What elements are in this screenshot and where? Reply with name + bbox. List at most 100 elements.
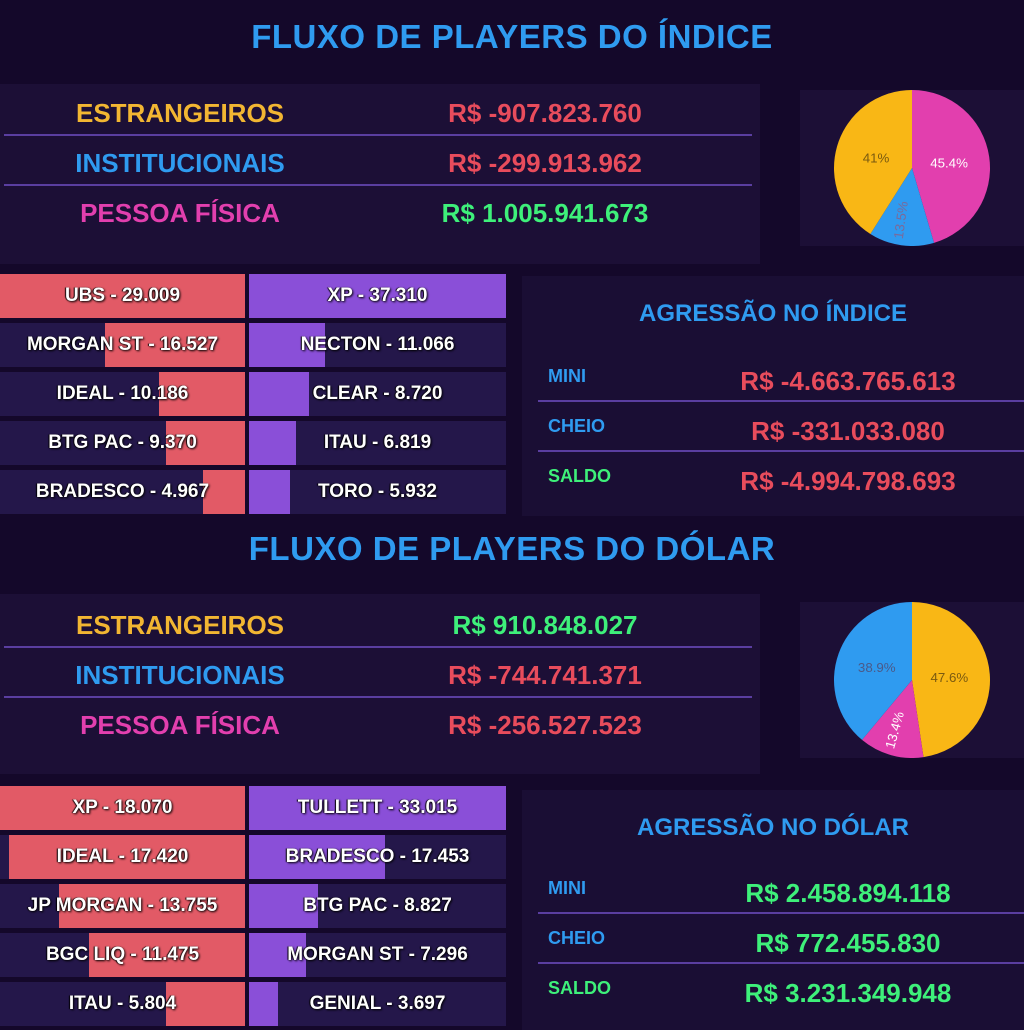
player-value: R$ -744.741.371 [448, 660, 642, 690]
agg-title: AGRESSÃO NO DÓLAR [636, 814, 909, 841]
buy-broker-label: BTG PAC - 8.827 [303, 895, 452, 916]
sell-broker-label: BTG PAC - 9.370 [48, 432, 197, 453]
player-value: R$ 910.848.027 [452, 610, 638, 640]
buy-bar [249, 933, 306, 977]
row-divider [538, 400, 1024, 402]
sell-bar [89, 933, 245, 977]
broker-sell-cell: BTG PAC - 9.370 [0, 421, 245, 465]
pie-slice [912, 602, 990, 758]
agg-title: AGRESSÃO NO ÍNDICE [638, 300, 908, 327]
row-divider [538, 912, 1024, 914]
sell-broker-label: BRADESCO - 4.967 [35, 481, 210, 502]
broker-buy-cell: TULLETT - 33.015 [249, 786, 506, 830]
dolar-pie-panel: 47.6% 13.4% 38.9% [800, 602, 1024, 758]
pie-slice [912, 90, 990, 243]
buy-broker-label: BRADESCO - 17.453 [285, 846, 470, 867]
broker-buy-cell: BRADESCO - 17.453 [249, 835, 506, 879]
buy-bar [249, 982, 278, 1026]
broker-sell-cell: MORGAN ST - 16.527 [0, 323, 245, 367]
indice-aggression-panel: AGRESSÃO NO ÍNDICE MINI R$ -4.663.765.61… [522, 276, 1024, 516]
indice-player-row-pessoa-fisica: PESSOA FÍSICA R$ 1.005.941.673 [0, 186, 752, 236]
row-divider [4, 646, 752, 648]
sell-broker-label: MORGAN ST - 16.527 [26, 334, 219, 355]
sell-bar [58, 884, 245, 928]
broker-row: MORGAN ST - 16.527 NECTON - 11.066 [0, 323, 506, 367]
agg-row-saldo: SALDO R$ -4.994.798.693 [538, 452, 1024, 502]
buy-broker-label: NECTON - 11.066 [300, 334, 455, 355]
sell-bar [8, 835, 245, 879]
sell-bar [166, 982, 245, 1026]
buy-bar [249, 274, 506, 318]
broker-row: ITAU - 5.804 GENIAL - 3.697 [0, 982, 506, 1026]
buy-bar [249, 835, 385, 879]
broker-row: IDEAL - 17.420 BRADESCO - 17.453 [0, 835, 506, 879]
indice-player-row-institucionais: INSTITUCIONAIS R$ -299.913.962 [0, 136, 752, 186]
broker-row: XP - 18.070 TULLETT - 33.015 [0, 786, 506, 830]
player-name: PESSOA FÍSICA [80, 710, 280, 740]
agg-label: CHEIO [548, 416, 606, 436]
broker-buy-cell: MORGAN ST - 7.296 [249, 933, 506, 977]
indice-pie-chart: 45.4% 13.5% 41% [834, 90, 990, 246]
agg-value: R$ -4.663.765.613 [740, 366, 956, 396]
pie-slice-label: 41% [863, 150, 890, 165]
buy-broker-label: XP - 37.310 [327, 285, 428, 306]
player-value: R$ -907.823.760 [448, 98, 642, 128]
player-name: INSTITUCIONAIS [75, 148, 285, 178]
sell-broker-label: IDEAL - 10.186 [56, 383, 189, 404]
agg-value: R$ 2.458.894.118 [745, 878, 951, 908]
broker-row: BRADESCO - 4.967 TORO - 5.932 [0, 470, 506, 514]
broker-row: BTG PAC - 9.370 ITAU - 6.819 [0, 421, 506, 465]
player-name: PESSOA FÍSICA [80, 198, 280, 228]
buy-bar [249, 323, 326, 367]
pie-slice-label: 38.9% [858, 660, 896, 675]
broker-buy-cell: XP - 37.310 [249, 274, 506, 318]
row-divider [4, 134, 752, 136]
broker-sell-cell: JP MORGAN - 13.755 [0, 884, 245, 928]
player-value: R$ -299.913.962 [448, 148, 642, 178]
broker-row: BGC LIQ - 11.475 MORGAN ST - 7.296 [0, 933, 506, 977]
dolar-player-row-estrangeiros: ESTRANGEIROS R$ 910.848.027 [0, 598, 752, 648]
broker-buy-cell: BTG PAC - 8.827 [249, 884, 506, 928]
pie-slice [870, 168, 935, 246]
buy-broker-label: GENIAL - 3.697 [309, 993, 446, 1014]
sell-bar [105, 323, 245, 367]
agg-value: R$ -4.994.798.693 [740, 466, 956, 496]
sell-broker-label: IDEAL - 17.420 [56, 846, 189, 867]
pie-slice-label: 13.5% [891, 200, 911, 240]
indice-section-title: FLUXO DE PLAYERS DO ÍNDICE [251, 18, 773, 55]
dolar-players-panel: ESTRANGEIROS R$ 910.848.027 INSTITUCIONA… [0, 594, 760, 774]
broker-sell-cell: XP - 18.070 [0, 786, 245, 830]
agg-value: R$ -331.033.080 [751, 416, 945, 446]
buy-bar [249, 470, 290, 514]
dolar-aggression-panel: AGRESSÃO NO DÓLAR MINI R$ 2.458.894.118 … [522, 790, 1024, 1030]
broker-row: JP MORGAN - 13.755 BTG PAC - 8.827 [0, 884, 506, 928]
agg-label: MINI [548, 878, 586, 898]
player-name: ESTRANGEIROS [75, 98, 285, 128]
sell-broker-label: JP MORGAN - 13.755 [27, 895, 218, 916]
broker-buy-cell: CLEAR - 8.720 [249, 372, 506, 416]
agg-label: CHEIO [548, 928, 606, 948]
pie-slice [862, 680, 924, 758]
buy-bar [249, 372, 310, 416]
dolar-section-title: FLUXO DE PLAYERS DO DÓLAR [248, 530, 776, 567]
player-value: R$ 1.005.941.673 [441, 198, 649, 228]
agg-label: SALDO [548, 466, 611, 486]
sell-bar [0, 786, 245, 830]
agg-row-saldo: SALDO R$ 3.231.349.948 [538, 964, 1024, 1014]
broker-sell-cell: UBS - 29.009 [0, 274, 245, 318]
player-name: ESTRANGEIROS [75, 610, 285, 640]
agg-row-cheio: CHEIO R$ 772.455.830 [538, 914, 1024, 964]
sell-bar [158, 372, 245, 416]
sell-broker-label: BGC LIQ - 11.475 [45, 944, 200, 965]
agg-row-mini: MINI R$ 2.458.894.118 [538, 864, 1024, 914]
broker-sell-cell: IDEAL - 17.420 [0, 835, 245, 879]
row-divider [4, 696, 752, 698]
broker-sell-cell: BGC LIQ - 11.475 [0, 933, 245, 977]
pie-slice-label: 47.6% [930, 670, 968, 685]
buy-bar [249, 884, 318, 928]
broker-sell-cell: IDEAL - 10.186 [0, 372, 245, 416]
pie-slice [834, 602, 912, 740]
pie-slice-label: 45.4% [930, 155, 968, 170]
indice-players-panel: ESTRANGEIROS R$ -907.823.760 INSTITUCION… [0, 84, 760, 264]
broker-buy-cell: NECTON - 11.066 [249, 323, 506, 367]
